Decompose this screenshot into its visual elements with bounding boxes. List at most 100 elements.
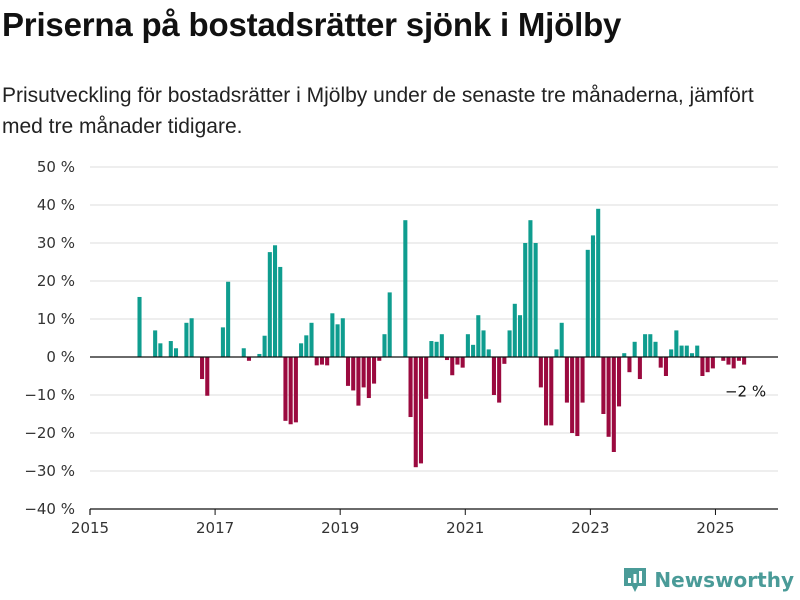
bar [486, 349, 491, 357]
last-value-annotation: −2 % [725, 383, 766, 401]
bar [726, 357, 731, 365]
bar [731, 357, 736, 369]
bar [366, 357, 371, 399]
bar [663, 357, 668, 376]
bar [200, 357, 205, 380]
y-tick-label: 0 % [46, 348, 75, 366]
bar [220, 327, 225, 357]
annotations: −2 % [725, 383, 766, 401]
bar [491, 357, 496, 395]
bar [528, 220, 533, 357]
bar [241, 348, 246, 357]
bar [476, 315, 481, 357]
bar [643, 334, 648, 357]
bar [460, 357, 465, 368]
bar [471, 344, 476, 357]
bar [257, 353, 262, 357]
bar [278, 266, 283, 357]
bar [418, 357, 424, 464]
y-tick-label: 10 % [37, 310, 75, 328]
x-tick-label: 2025 [696, 519, 734, 537]
bar [361, 357, 366, 388]
bar [356, 357, 361, 406]
bar [742, 357, 747, 365]
bar [158, 343, 163, 357]
y-tick-label: 30 % [37, 234, 75, 252]
bar [304, 335, 309, 357]
bar [611, 357, 616, 452]
bar [299, 343, 304, 357]
bar [544, 357, 549, 426]
x-tick-label: 2015 [71, 519, 109, 537]
bar [408, 357, 413, 418]
bar [684, 345, 689, 357]
bar [710, 357, 715, 369]
bar [564, 357, 569, 403]
bar [523, 243, 528, 357]
bar [580, 357, 585, 403]
bar [575, 357, 580, 437]
bar [549, 357, 554, 426]
bar [445, 357, 450, 361]
x-tick-label: 2019 [321, 519, 359, 537]
newsworthy-logo: Newsworthy [622, 566, 794, 594]
bar [653, 341, 658, 357]
bar [533, 243, 538, 357]
gridlines [90, 166, 778, 472]
bar [669, 349, 674, 357]
bar [345, 357, 351, 386]
bar [658, 357, 663, 368]
bar [273, 245, 278, 357]
y-tick-label: −30 % [24, 462, 75, 480]
bar [246, 357, 252, 361]
bar [538, 357, 543, 388]
bar [689, 353, 695, 357]
bar [637, 357, 642, 380]
y-tick-label: −20 % [24, 424, 75, 442]
bar [617, 357, 622, 407]
bar [372, 357, 377, 384]
bar [554, 349, 559, 357]
chart-title: Priserna på bostadsrätter sjönk i Mjölby [2, 6, 622, 43]
bar [721, 357, 726, 361]
x-tick-label: 2023 [571, 519, 609, 537]
bar [283, 357, 288, 421]
bar [601, 357, 606, 414]
bar [137, 296, 142, 357]
bar [424, 357, 429, 399]
bar [679, 345, 684, 357]
bar [335, 324, 340, 357]
bar [173, 348, 179, 357]
bar [455, 357, 460, 365]
bar [340, 318, 345, 357]
bar [189, 318, 194, 357]
bar [429, 341, 434, 357]
bar [153, 330, 158, 357]
bar [450, 357, 455, 376]
bar [434, 341, 439, 357]
y-axis-labels: −40 % −30 % −20 % −10 % 0 % 10 % 20 % 30 % 40 % 5… [24, 158, 75, 518]
bar [606, 357, 611, 437]
bar [512, 303, 517, 357]
bar [559, 322, 564, 357]
bar [288, 357, 293, 425]
bar [377, 357, 382, 361]
bar [351, 357, 356, 391]
bar [168, 341, 173, 357]
bar [502, 357, 507, 364]
bar [205, 357, 210, 396]
bar [705, 357, 710, 373]
bar [226, 281, 231, 357]
x-tick-label: 2021 [446, 519, 484, 537]
bar [309, 322, 314, 357]
bar [413, 357, 418, 468]
x-axis-labels: 2015 2017 2019 2021 2023 2025 [71, 519, 735, 537]
y-tick-label: −10 % [24, 386, 75, 404]
bar [648, 334, 653, 357]
bar [570, 357, 575, 433]
y-tick-label: 20 % [37, 272, 75, 290]
bar [184, 322, 189, 357]
bar [674, 330, 679, 357]
bar [403, 220, 408, 357]
